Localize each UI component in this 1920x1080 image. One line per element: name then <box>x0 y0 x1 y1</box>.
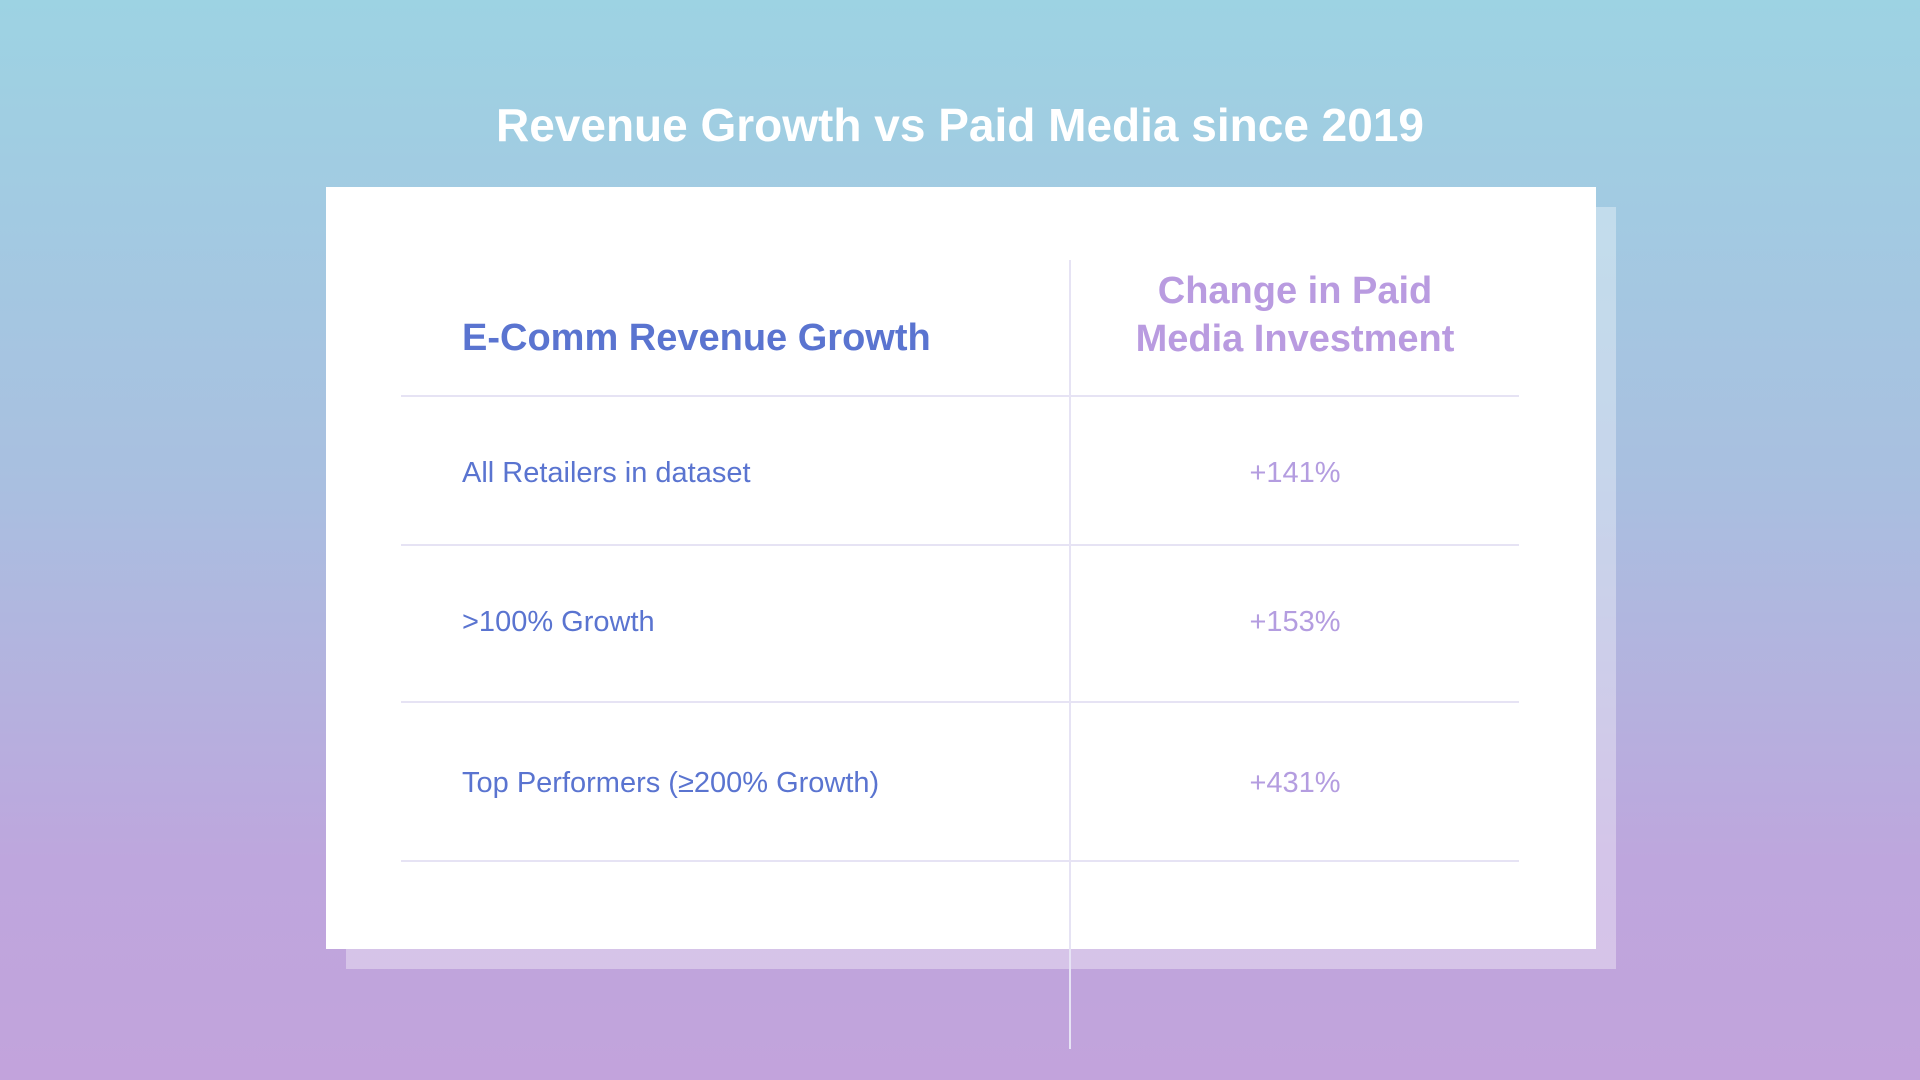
row-value: +153% <box>1249 606 1341 638</box>
row-divider <box>401 860 1519 862</box>
column-divider <box>1069 260 1071 1049</box>
row-divider <box>401 701 1519 703</box>
row-label: Top Performers (≥200% Growth) <box>462 767 880 799</box>
page-title: Revenue Growth vs Paid Media since 2019 <box>495 99 1425 151</box>
header-divider <box>401 395 1519 397</box>
comparison-table: E-Comm Revenue Growth Change in Paid Med… <box>326 187 1596 1049</box>
column-header-revenue-growth: E-Comm Revenue Growth <box>462 317 931 359</box>
row-value: +431% <box>1249 767 1341 799</box>
row-divider <box>401 544 1519 546</box>
row-label: All Retailers in dataset <box>462 457 751 489</box>
header-line-2: Media Investment <box>1135 318 1455 360</box>
column-header-paid-media: Change in Paid Media Investment <box>1071 267 1519 363</box>
header-line-1: Change in Paid <box>1157 270 1433 312</box>
row-value: +141% <box>1249 457 1341 489</box>
row-label: >100% Growth <box>462 606 655 638</box>
